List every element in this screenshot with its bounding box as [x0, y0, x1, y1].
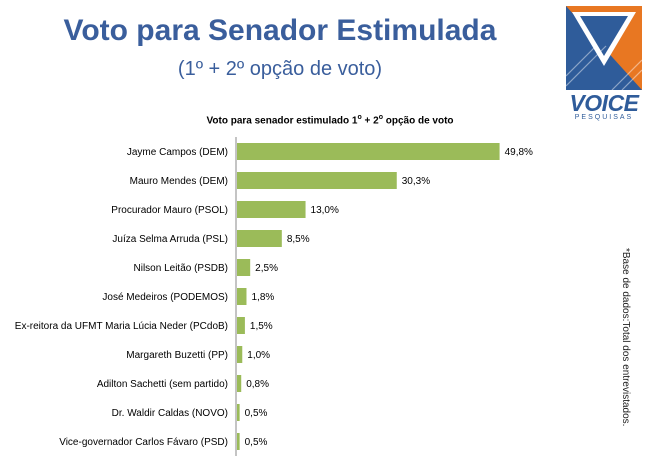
- data-label: 0,8%: [246, 379, 269, 390]
- bar: [237, 346, 243, 363]
- category-label: José Medeiros (PODEMOS): [102, 292, 228, 303]
- category-label: Dr. Waldir Caldas (NOVO): [112, 408, 228, 419]
- category-label: Jayme Campos (DEM): [127, 147, 228, 158]
- category-label: Ex-reitora da UFMT Maria Lúcia Neder (PC…: [15, 321, 228, 332]
- chart-title-part: + 2: [361, 115, 379, 127]
- category-label: Procurador Mauro (PSOL): [111, 205, 228, 216]
- category-label: Vice-governador Carlos Fávaro (PSD): [59, 437, 228, 448]
- bar: [237, 317, 245, 334]
- bar: [237, 201, 306, 218]
- bar: [237, 288, 247, 305]
- data-label: 1,8%: [251, 292, 274, 303]
- page-subtitle: (1º + 2º opção de voto): [177, 58, 383, 80]
- data-label: 0,5%: [245, 408, 268, 419]
- category-label: Margareth Buzetti (PP): [126, 350, 228, 361]
- chart-title-superscript: o: [357, 114, 362, 121]
- data-label: 8,5%: [287, 234, 310, 245]
- category-label: Adilton Sachetti (sem partido): [97, 379, 228, 390]
- chart-title-superscript: o: [378, 114, 383, 121]
- bar: [237, 375, 242, 392]
- data-label: 1,0%: [247, 350, 270, 361]
- footnote: *Base de dados:Total dos entrevistados.: [620, 248, 631, 427]
- data-label: 0,5%: [245, 437, 268, 448]
- data-label: 49,8%: [505, 147, 533, 158]
- category-label: Mauro Mendes (DEM): [130, 176, 228, 187]
- bar: [237, 404, 240, 421]
- logo-subtext: PESQUISAS: [574, 114, 634, 121]
- logo-wordmark: VOICE: [569, 90, 639, 116]
- bar: [237, 143, 500, 160]
- chart-title-part: opção de voto: [382, 115, 454, 127]
- data-label: 13,0%: [311, 205, 339, 216]
- bar: [237, 172, 397, 189]
- bar: [237, 433, 240, 450]
- category-label: Nilson Leitão (PSDB): [134, 263, 228, 274]
- data-label: 1,5%: [250, 321, 273, 332]
- data-label: 30,3%: [402, 176, 430, 187]
- bar: [237, 259, 251, 276]
- category-label: Juíza Selma Arruda (PSL): [112, 234, 228, 245]
- bar: [237, 230, 282, 247]
- chart-title-part: Voto para senador estimulado 1: [206, 115, 358, 127]
- chart-title: Voto para senador estimulado 1o + 2o opç…: [170, 114, 490, 126]
- voice-logo-icon: [566, 6, 642, 91]
- data-label: 2,5%: [255, 263, 278, 274]
- page-title: Voto para Senador Estimulada: [63, 14, 497, 47]
